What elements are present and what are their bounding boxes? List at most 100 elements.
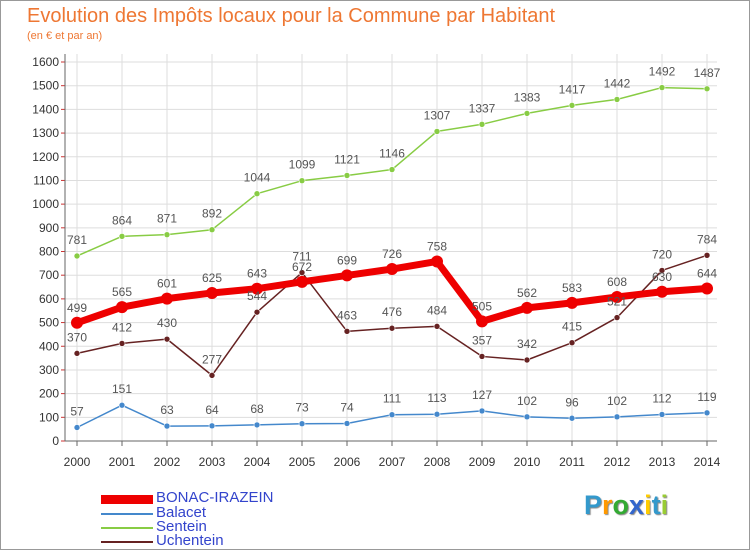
legend-swatch [101, 527, 153, 529]
data-point-uchentein [73, 350, 81, 357]
data-label-balacet: 113 [427, 391, 446, 405]
data-label-sentein: 781 [67, 233, 87, 247]
data-point-uchentein [658, 267, 666, 274]
data-point-uchentein [208, 372, 216, 379]
y-tick-label: 500 [39, 316, 59, 330]
data-point-uchentein [433, 323, 441, 330]
data-label-uchentein: 544 [247, 289, 267, 303]
data-label-bonac-irazein: 608 [607, 275, 627, 289]
logo-letter: x [629, 490, 645, 520]
y-tick-label: 200 [39, 387, 59, 401]
data-label-sentein: 892 [202, 207, 222, 221]
data-label-balacet: 64 [205, 403, 219, 417]
data-label-bonac-irazein: 499 [67, 301, 87, 315]
data-point-bonac-irazein [161, 292, 173, 305]
data-label-uchentein: 277 [202, 352, 222, 366]
chart-title: Evolution des Impôts locaux pour la Comm… [27, 5, 556, 27]
x-tick-label: 2006 [334, 455, 361, 469]
data-label-sentein: 1492 [649, 65, 676, 79]
legend-label: Uchentein [156, 532, 224, 549]
legend-swatch [101, 541, 153, 543]
data-label-bonac-irazein: 672 [292, 260, 312, 274]
data-point-bonac-irazein [476, 315, 488, 328]
data-point-balacet [253, 421, 261, 429]
x-tick-label: 2004 [244, 455, 271, 469]
data-label-bonac-irazein: 644 [697, 266, 717, 280]
data-label-balacet: 63 [160, 403, 174, 417]
data-point-sentein [433, 128, 441, 135]
data-label-balacet: 111 [383, 392, 402, 406]
data-label-bonac-irazein: 583 [562, 281, 582, 295]
data-point-sentein [613, 96, 621, 103]
data-point-balacet [73, 424, 81, 431]
data-point-balacet [118, 401, 126, 409]
x-tick-label: 2002 [154, 455, 181, 469]
data-point-bonac-irazein [251, 282, 263, 295]
data-point-sentein [658, 84, 666, 91]
y-tick-label: 100 [39, 410, 59, 424]
data-label-uchentein: 720 [652, 247, 672, 261]
data-point-bonac-irazein [71, 316, 83, 329]
data-label-balacet: 57 [70, 404, 84, 418]
data-point-sentein [343, 172, 351, 179]
data-label-bonac-irazein: 699 [337, 253, 357, 267]
data-label-bonac-irazein: 562 [517, 286, 537, 300]
proxiti-logo: Proxiti [584, 490, 668, 521]
x-tick-label: 2009 [469, 455, 496, 469]
data-label-uchentein: 463 [337, 308, 357, 322]
data-label-sentein: 1337 [469, 101, 496, 115]
data-point-sentein [703, 85, 711, 93]
data-point-sentein [118, 233, 126, 240]
data-labels: 57 151 63 64 68 73 74 111 113 127 102 96 102 112 119 78… [67, 65, 721, 419]
data-label-uchentein: 415 [562, 320, 582, 334]
data-point-bonac-irazein [386, 263, 398, 276]
data-point-balacet [658, 411, 666, 418]
data-point-bonac-irazein [296, 275, 308, 288]
data-point-sentein [298, 177, 306, 184]
data-point-uchentein [523, 356, 531, 364]
data-label-uchentein: 412 [112, 320, 132, 334]
legend-label: BONAC-IRAZEIN [156, 489, 274, 506]
data-label-sentein: 1044 [244, 171, 271, 185]
data-label-balacet: 102 [607, 394, 627, 408]
data-point-uchentein [388, 324, 396, 332]
data-point-uchentein [478, 353, 486, 360]
data-point-bonac-irazein [521, 301, 533, 314]
data-label-uchentein: 784 [697, 232, 717, 246]
x-tick-label: 2005 [289, 455, 316, 469]
y-tick-label: 1400 [32, 102, 59, 116]
data-label-bonac-irazein: 565 [112, 285, 132, 299]
data-point-bonac-irazein [116, 301, 128, 314]
y-tick-label: 1200 [32, 150, 59, 164]
data-point-balacet [208, 422, 216, 430]
data-label-sentein: 1099 [289, 158, 316, 172]
logo-letter: P [584, 490, 603, 520]
data-label-uchentein: 476 [382, 305, 402, 319]
y-tick-label: 900 [39, 221, 59, 235]
y-tick-label: 600 [39, 292, 59, 306]
data-label-balacet: 73 [295, 401, 309, 415]
data-label-balacet: 127 [472, 388, 492, 402]
data-label-balacet: 119 [697, 390, 716, 404]
y-tick-label: 1000 [32, 197, 59, 211]
data-point-uchentein [253, 308, 261, 316]
series-lines [71, 84, 713, 431]
data-point-balacet [613, 413, 621, 421]
data-label-sentein: 1307 [424, 108, 451, 122]
data-point-bonac-irazein [656, 285, 668, 298]
data-point-uchentein [118, 340, 126, 347]
data-point-uchentein [613, 314, 621, 321]
y-tick-label: 1100 [33, 173, 59, 187]
logo-letter: t [651, 490, 661, 520]
x-tick-label: 2000 [64, 455, 91, 469]
x-tick-label: 2011 [559, 455, 585, 469]
data-label-balacet: 96 [565, 395, 579, 409]
data-label-balacet: 74 [340, 400, 354, 414]
data-point-sentein [253, 190, 261, 198]
data-point-balacet [478, 407, 486, 415]
data-label-bonac-irazein: 643 [247, 267, 267, 281]
x-tick-label: 2014 [694, 455, 721, 469]
y-tick-label: 1600 [32, 55, 59, 69]
legend-label: Sentein [156, 518, 207, 535]
data-label-uchentein: 357 [472, 333, 492, 347]
